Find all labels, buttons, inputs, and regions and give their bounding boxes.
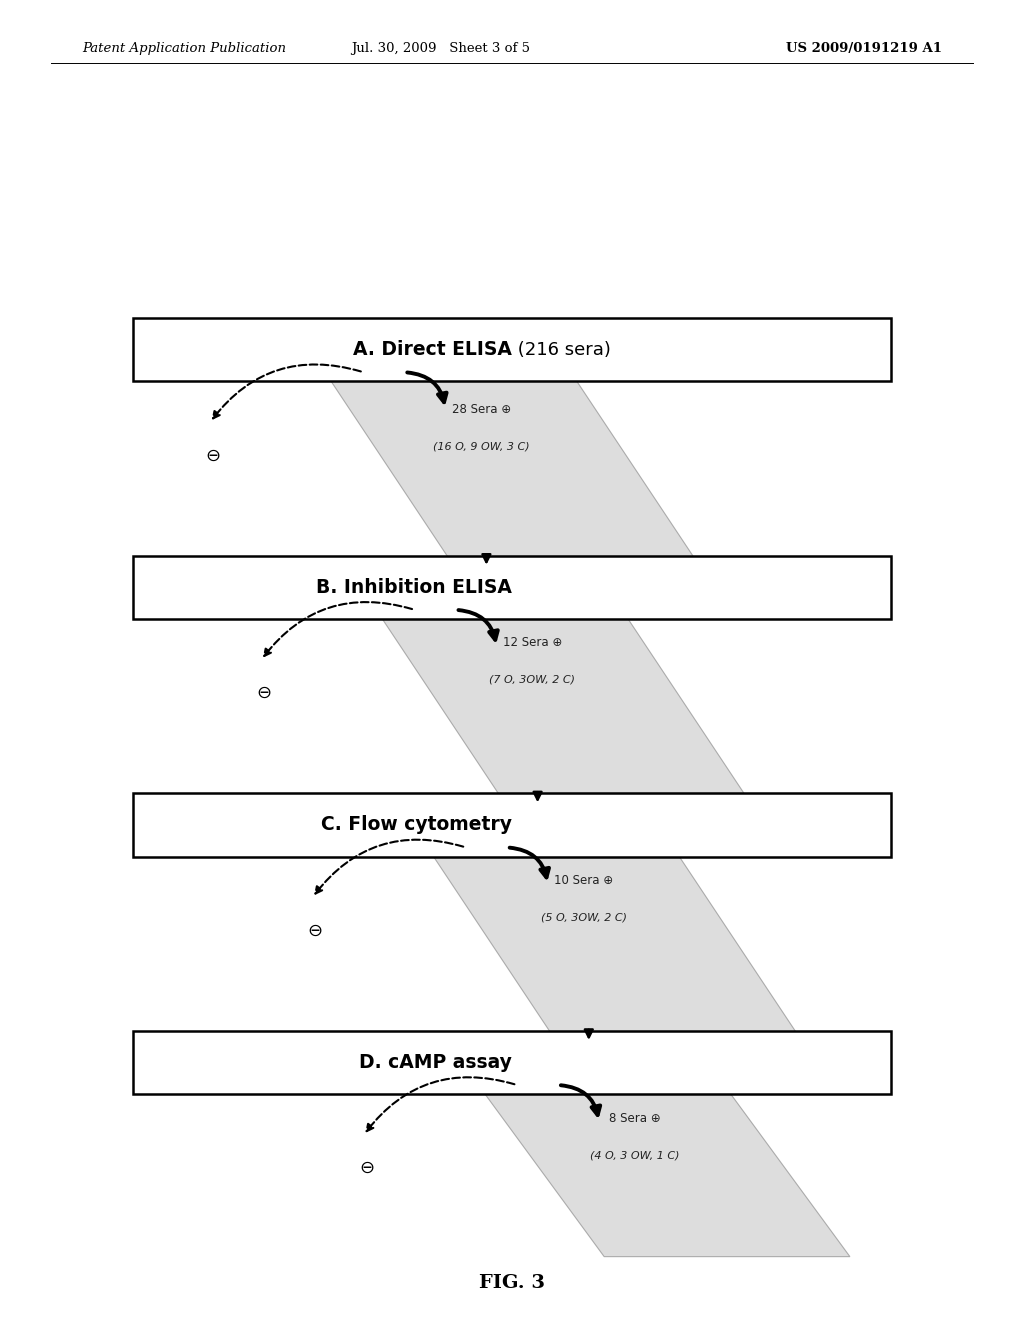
Text: (7 O, 3OW, 2 C): (7 O, 3OW, 2 C) [489,675,575,685]
FancyArrowPatch shape [264,602,412,656]
FancyArrowPatch shape [561,1085,600,1115]
Text: Patent Application Publication: Patent Application Publication [82,42,286,55]
Text: (4 O, 3 OW, 1 C): (4 O, 3 OW, 1 C) [590,1150,680,1160]
Text: 10 Sera ⊕: 10 Sera ⊕ [554,874,613,887]
Polygon shape [328,376,696,561]
Text: B. Inhibition ELISA: B. Inhibition ELISA [316,578,512,597]
Text: ⊖: ⊖ [308,921,323,940]
Text: US 2009/0191219 A1: US 2009/0191219 A1 [786,42,942,55]
Text: 12 Sera ⊕: 12 Sera ⊕ [503,636,562,649]
Text: FIG. 3: FIG. 3 [479,1274,545,1292]
Text: C. Flow cytometry: C. Flow cytometry [321,816,512,834]
FancyArrowPatch shape [213,364,360,418]
Text: ⊖: ⊖ [359,1159,374,1177]
Text: D. cAMP assay: D. cAMP assay [359,1053,512,1072]
Text: (5 O, 3OW, 2 C): (5 O, 3OW, 2 C) [541,912,627,923]
Polygon shape [430,851,799,1036]
FancyArrowPatch shape [315,840,463,894]
Text: Jul. 30, 2009   Sheet 3 of 5: Jul. 30, 2009 Sheet 3 of 5 [351,42,529,55]
Text: A. Direct ELISA: A. Direct ELISA [353,341,512,359]
Text: ⊖: ⊖ [206,446,220,465]
FancyBboxPatch shape [133,1031,891,1094]
Polygon shape [481,1089,850,1257]
FancyArrowPatch shape [459,610,498,640]
Text: (216 sera): (216 sera) [512,341,611,359]
Polygon shape [379,614,748,799]
Text: ⊖: ⊖ [257,684,271,702]
FancyBboxPatch shape [133,793,891,857]
FancyArrowPatch shape [408,372,446,403]
FancyArrowPatch shape [510,847,549,878]
Text: 8 Sera ⊕: 8 Sera ⊕ [609,1111,660,1125]
Text: 28 Sera ⊕: 28 Sera ⊕ [452,403,511,416]
Text: (16 O, 9 OW, 3 C): (16 O, 9 OW, 3 C) [433,441,529,451]
FancyArrowPatch shape [367,1077,514,1131]
FancyBboxPatch shape [133,318,891,381]
FancyBboxPatch shape [133,556,891,619]
